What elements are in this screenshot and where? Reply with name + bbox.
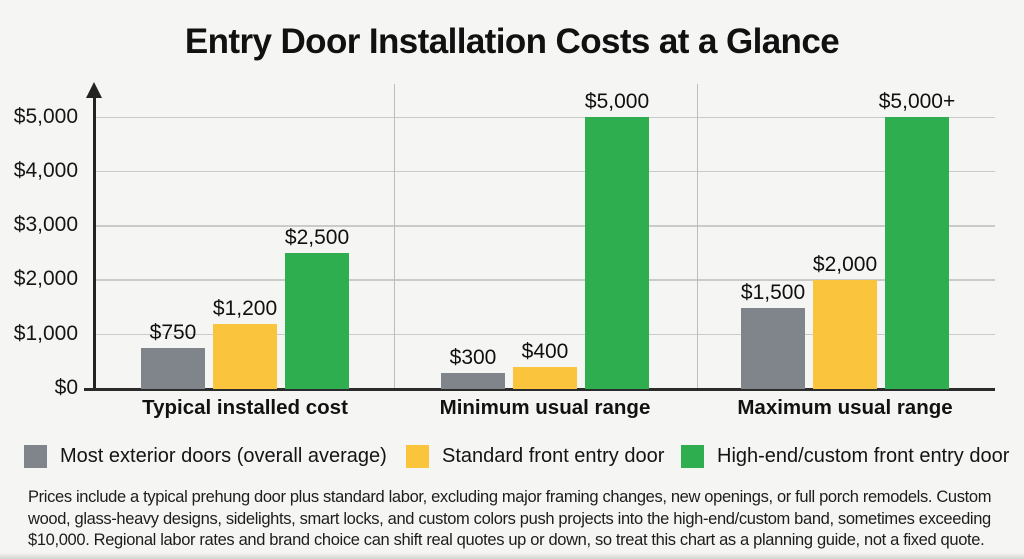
bar-value-label: $5,000+ [878,90,956,113]
bar-value-label: $400 [521,340,569,363]
bar-value-label: $5,000 [584,90,650,113]
bar-value-label: $1,500 [740,281,806,304]
bar-average-minimum [441,373,505,389]
ytick-label: $2,000 [13,267,78,291]
group-separator-line [697,84,698,389]
bar-column: $5,000+ [879,90,955,389]
gridline [96,116,995,118]
legend-label: High-end/custom front entry door [717,444,1010,467]
group-separator-line [394,84,395,389]
ytick-label: $0 [54,376,78,400]
legend-item-standard: Standard front entry door [406,443,664,469]
bar-average-maximum [741,308,805,389]
bar-standard-typical [213,324,277,389]
category-label-minimum-usual-range: Minimum usual range [439,396,651,419]
bar-column: $300 [441,346,505,389]
ytick-label: $1,000 [13,321,78,345]
y-axis-arrow-icon [86,82,102,98]
legend-swatch-yellow [406,444,429,468]
category-label-maximum-usual-range: Maximum usual range [737,396,953,419]
gridline [96,333,995,336]
y-axis-line [93,96,96,391]
bar-value-label: $1,200 [212,297,278,320]
x-axis-baseline [84,388,995,391]
bar-column: $1,500 [741,281,805,389]
bar-average-typical [141,348,205,389]
legend-item-highend: High-end/custom front entry door [681,443,1009,469]
bar-standard-maximum [813,280,877,389]
bar-column: $1,200 [213,297,277,389]
bar-value-label: $2,500 [284,226,350,249]
bar-standard-minimum [513,367,577,389]
bar-column: $2,500 [285,226,349,389]
bar-value-label: $750 [149,321,197,344]
gridline [96,279,995,281]
legend-label: Most exterior doors (overall average) [60,444,387,467]
legend-label: Standard front entry door [442,444,665,467]
bar-group-typical-installed-cost: $750 $1,200 $2,500 [95,226,395,389]
ytick-label: $3,000 [13,213,78,237]
chart-title: Entry Door Installation Costs at a Glanc… [184,22,840,61]
bar-highend-maximum [885,117,949,389]
gridline [96,225,995,227]
bar-value-label: $300 [449,346,497,369]
bar-highend-minimum [585,117,649,389]
bar-column: $750 [141,321,205,389]
legend-item-average: Most exterior doors (overall average) [24,443,387,469]
bar-highend-typical [285,253,349,389]
footnote-line: wood, glass-heavy designs, sidelights, s… [28,509,991,528]
footnote-line: Prices include a typical prehung door pl… [28,488,992,506]
category-label-typical-installed-cost: Typical installed cost [142,396,348,419]
ytick-label: $4,000 [13,158,78,182]
bottom-shadow-band [0,553,1024,559]
ytick-label: $5,000 [13,104,78,128]
bar-column: $5,000 [585,90,649,389]
footnote-text: Prices include a typical prehung door pl… [28,487,1018,552]
bar-column: $400 [513,340,577,389]
bar-value-label: $2,000 [812,253,878,276]
footnote-line: $10,000. Regional labor rates and brand … [28,531,985,549]
gridline [96,170,995,173]
bar-group-maximum-usual-range: $1,500 $2,000 $5,000+ [695,90,995,389]
bar-group-minimum-usual-range: $300 $400 $5,000 [395,90,695,389]
legend-swatch-gray [24,444,47,468]
bar-column: $2,000 [813,253,877,389]
legend-swatch-green [681,444,704,468]
